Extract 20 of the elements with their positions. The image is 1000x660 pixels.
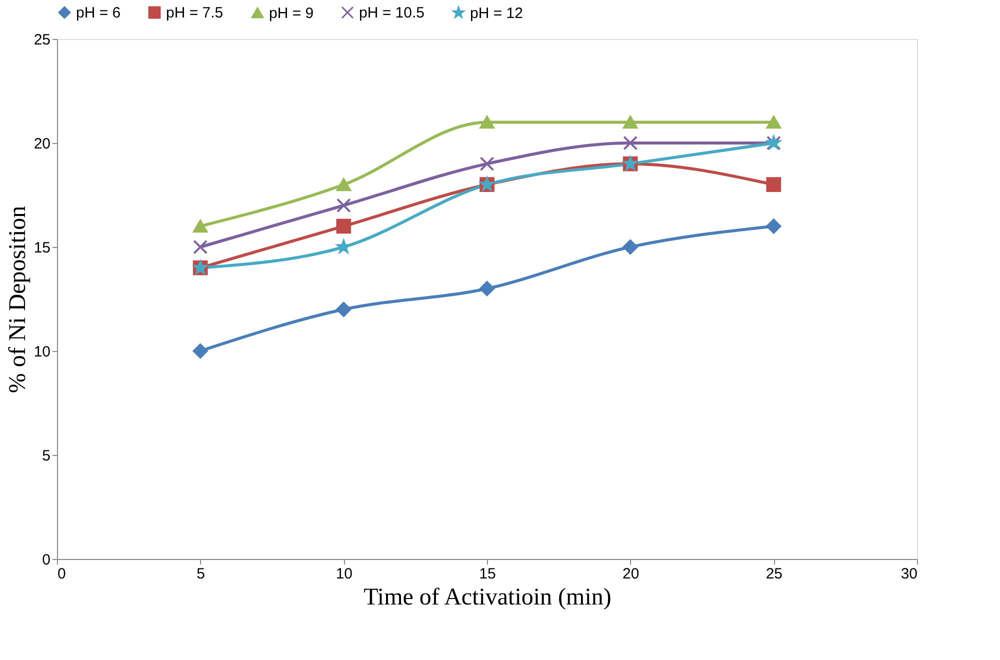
y-tick-label: 25 <box>34 32 50 48</box>
legend-label: pH = 7.5 <box>166 4 224 22</box>
y-tick-label: 15 <box>34 240 50 256</box>
x-tick-label: 20 <box>622 566 640 582</box>
x-tick-label: 10 <box>336 566 353 582</box>
x-tick-label: 5 <box>196 566 206 582</box>
y-axis-title: % of Ni Deposition <box>4 206 31 394</box>
legend-label: pH = 9 <box>269 4 314 22</box>
legend-label: pH = 10.5 <box>359 4 424 22</box>
y-tick-label: 5 <box>42 448 50 464</box>
x-tick-label: 15 <box>479 566 496 582</box>
y-tick-label: 0 <box>42 552 50 568</box>
legend-label: pH = 12 <box>470 4 523 22</box>
x-tick-label: 30 <box>900 566 918 582</box>
x-axis-title: Time of Activatioin (min) <box>364 584 612 610</box>
x-tick-label: 0 <box>58 566 66 582</box>
x-tick-label: 25 <box>766 566 783 582</box>
y-tick-label: 20 <box>34 136 50 152</box>
legend-label: pH = 6 <box>76 4 121 22</box>
y-tick-label: 10 <box>34 344 50 360</box>
